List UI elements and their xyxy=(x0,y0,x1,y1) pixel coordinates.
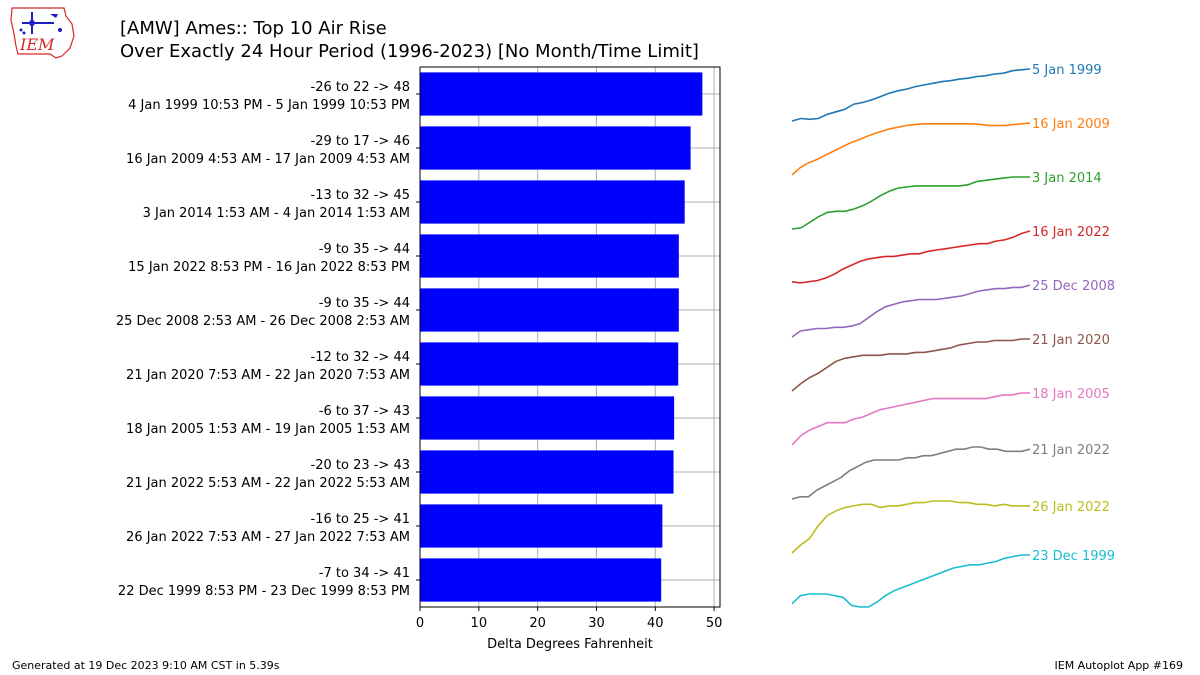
sparkline xyxy=(791,122,1031,176)
bar xyxy=(420,180,685,224)
bar xyxy=(420,288,679,332)
bar xyxy=(420,396,675,440)
sparkline xyxy=(791,338,1030,392)
bar-label-period: 21 Jan 2020 7:53 AM - 22 Jan 2020 7:53 A… xyxy=(126,368,410,383)
title-line-2: Over Exactly 24 Hour Period (1996-2023) … xyxy=(120,41,699,62)
bar-label-range: -6 to 37 -> 43 xyxy=(319,404,410,419)
bar xyxy=(420,450,674,494)
sparkline-label: 3 Jan 2014 xyxy=(1032,171,1102,186)
bar-label-period: 16 Jan 2009 4:53 AM - 17 Jan 2009 4:53 A… xyxy=(126,152,410,167)
sparkline xyxy=(791,554,1030,608)
x-tick-label: 10 xyxy=(471,616,488,631)
title-line-1: [AMW] Ames:: Top 10 Air Rise xyxy=(120,18,387,39)
logo-text: IEM xyxy=(19,35,55,54)
sparkline-label: 21 Jan 2022 xyxy=(1032,443,1110,458)
bar-label-range: -13 to 32 -> 45 xyxy=(311,188,410,203)
sparkline xyxy=(791,230,1031,284)
sparkline-label: 23 Dec 1999 xyxy=(1032,549,1115,564)
iem-logo-graphic: IEM xyxy=(10,7,75,59)
x-tick-label: 20 xyxy=(529,616,546,631)
x-axis-label: Delta Degrees Fahrenheit xyxy=(487,637,653,652)
sparkline-label: 26 Jan 2022 xyxy=(1032,500,1110,515)
autoplot-credit: IEM Autoplot App #169 xyxy=(1054,659,1184,672)
x-tick-label: 40 xyxy=(647,616,664,631)
bar xyxy=(420,558,662,602)
bar-label-range: -16 to 25 -> 41 xyxy=(311,512,410,527)
bar-label-range: -9 to 35 -> 44 xyxy=(319,242,410,257)
bar-label-range: -12 to 32 -> 44 xyxy=(311,350,410,365)
bar xyxy=(420,72,703,116)
bar-label-period: 21 Jan 2022 5:53 AM - 22 Jan 2022 5:53 A… xyxy=(126,476,410,491)
bar-label-range: -20 to 23 -> 43 xyxy=(311,458,410,473)
bar xyxy=(420,342,679,386)
sparkline xyxy=(791,284,1031,338)
x-tick-label: 30 xyxy=(588,616,605,631)
bar-label-range: -26 to 22 -> 48 xyxy=(311,80,410,95)
bar-label-range: -7 to 34 -> 41 xyxy=(319,566,410,581)
x-tick-label: 0 xyxy=(416,616,424,631)
x-tick-label: 50 xyxy=(706,616,723,631)
bar-label-period: 26 Jan 2022 7:53 AM - 27 Jan 2022 7:53 A… xyxy=(126,530,410,545)
sparkline-label: 16 Jan 2022 xyxy=(1032,225,1110,240)
sparkline xyxy=(791,176,1030,230)
bar-label-period: 3 Jan 2014 1:53 AM - 4 Jan 2014 1:53 AM xyxy=(143,206,410,221)
sparkline-label: 5 Jan 1999 xyxy=(1032,63,1102,78)
iem-logo: IEM xyxy=(8,6,80,60)
bar-label-period: 22 Dec 1999 8:53 PM - 23 Dec 1999 8:53 P… xyxy=(118,584,410,599)
sparkline xyxy=(791,68,1031,122)
sparkline xyxy=(791,392,1030,446)
sparkline-label: 21 Jan 2020 xyxy=(1032,333,1110,348)
chart-title: [AMW] Ames:: Top 10 Air Rise Over Exactl… xyxy=(120,17,699,63)
bar-label-period: 18 Jan 2005 1:53 AM - 19 Jan 2005 1:53 A… xyxy=(126,422,410,437)
generated-note: Generated at 19 Dec 2023 9:10 AM CST in … xyxy=(12,659,280,672)
bar xyxy=(420,504,663,548)
bar-label-period: 15 Jan 2022 8:53 PM - 16 Jan 2022 8:53 P… xyxy=(128,260,410,275)
axes-frame xyxy=(419,66,721,608)
bar-label-period: 4 Jan 1999 10:53 PM - 5 Jan 1999 10:53 P… xyxy=(128,98,410,113)
bar xyxy=(420,234,679,278)
sparkline xyxy=(791,446,1031,500)
sparkline-label: 18 Jan 2005 xyxy=(1032,387,1110,402)
sparkline xyxy=(791,500,1030,554)
sparkline-label: 25 Dec 2008 xyxy=(1032,279,1115,294)
bar-label-period: 25 Dec 2008 2:53 AM - 26 Dec 2008 2:53 A… xyxy=(116,314,410,329)
bar xyxy=(420,126,691,170)
sparkline-label: 16 Jan 2009 xyxy=(1032,117,1110,132)
bar-label-range: -9 to 35 -> 44 xyxy=(319,296,410,311)
bar-label-range: -29 to 17 -> 46 xyxy=(311,134,410,149)
